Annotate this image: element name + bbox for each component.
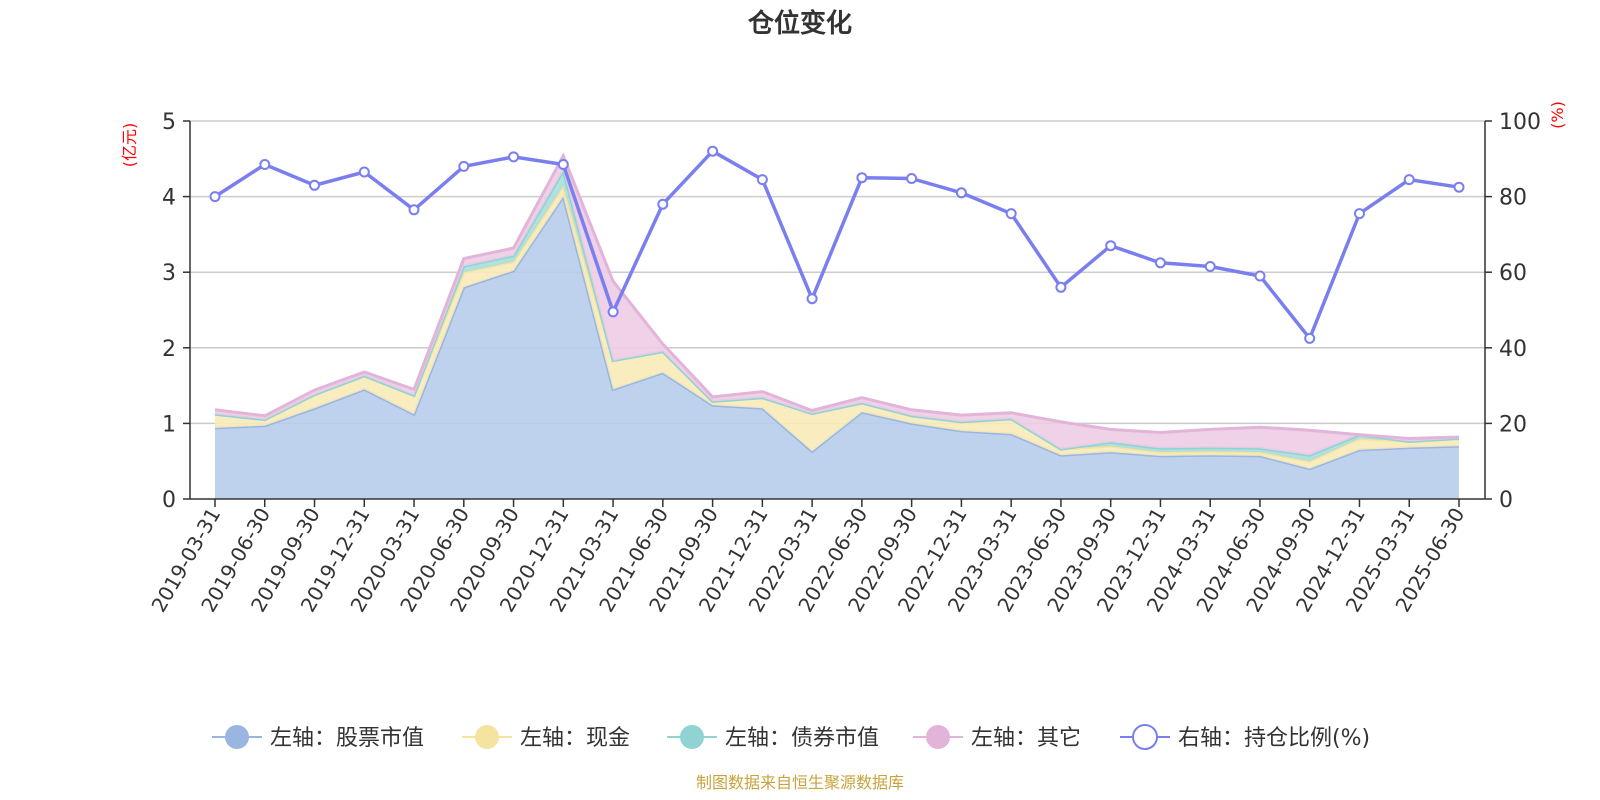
line-point xyxy=(607,306,619,318)
left-tick-label: 0 xyxy=(162,488,176,513)
y-axis-ticks: 0 1 2 3 4 5 0 20 40 60 80 100 xyxy=(162,110,1541,513)
x-axis-ticks: 2019-03-312019-06-302019-09-302019-12-31… xyxy=(146,504,1469,617)
line-point xyxy=(1453,181,1465,193)
area-左轴：股票市值 xyxy=(215,196,1459,499)
legend: 左轴：股票市值 左轴：现金 左轴：债券市值 左轴：其它 右轴：持仓比例(%) xyxy=(212,724,1370,751)
area-左轴：其它 xyxy=(215,155,1459,456)
right-tick-label: 40 xyxy=(1499,337,1527,362)
area-左轴：现金 xyxy=(215,186,1459,469)
line-point xyxy=(358,166,370,178)
legend-item[interactable]: 左轴：股票市值 xyxy=(212,725,424,751)
right-tick-label: 60 xyxy=(1499,261,1527,286)
axes xyxy=(183,120,1492,507)
legend-item[interactable]: 右轴：持仓比例(%) xyxy=(1120,724,1370,751)
line-point xyxy=(756,174,768,186)
line-point xyxy=(1403,174,1415,186)
legend-item[interactable]: 左轴：现金 xyxy=(462,725,630,751)
left-tick-label: 5 xyxy=(162,110,176,135)
line-point xyxy=(1055,281,1067,293)
stacked-areas xyxy=(214,152,1460,499)
legend-marker xyxy=(475,725,499,749)
area-edge-左轴：其它 xyxy=(214,152,1460,441)
right-tick-label: 80 xyxy=(1499,186,1527,211)
left-tick-label: 1 xyxy=(162,412,176,437)
left-tick-label: 2 xyxy=(162,337,176,362)
chart-title: 仓位变化 xyxy=(747,8,852,39)
right-tick-label: 0 xyxy=(1499,488,1513,513)
line-point xyxy=(856,172,868,184)
line-point xyxy=(1005,208,1017,220)
legend-label: 左轴：债券市值 xyxy=(725,726,879,751)
line-point xyxy=(1105,240,1117,252)
legend-item[interactable]: 左轴：其它 xyxy=(913,725,1081,751)
line-右轴：持仓比例(%) xyxy=(214,149,1460,341)
left-tick-label: 4 xyxy=(162,186,176,211)
legend-label: 左轴：其它 xyxy=(971,726,1081,751)
line-point xyxy=(1354,208,1365,220)
right-axis-unit: (%) xyxy=(1548,101,1567,129)
line-point xyxy=(508,151,520,163)
legend-marker xyxy=(225,725,249,749)
legend-marker xyxy=(1132,724,1158,750)
line-point xyxy=(209,191,221,203)
ratio-line xyxy=(209,145,1465,344)
line-point xyxy=(1154,257,1166,269)
line-point xyxy=(1304,332,1316,344)
line-point xyxy=(458,160,470,172)
line-point xyxy=(707,145,719,157)
legend-label: 左轴：股票市值 xyxy=(270,726,424,751)
legend-label: 左轴：现金 xyxy=(520,726,630,751)
line-point xyxy=(309,179,320,191)
line-point xyxy=(657,198,669,210)
line-point xyxy=(955,187,967,199)
source-note: 制图数据来自恒生聚源数据库 xyxy=(696,773,904,792)
line-point xyxy=(906,173,918,184)
legend-item[interactable]: 左轴：债券市值 xyxy=(667,725,879,751)
left-axis-unit: (亿元) xyxy=(120,123,139,168)
right-tick-label: 100 xyxy=(1499,110,1541,135)
line-point xyxy=(806,293,818,305)
grid-lines xyxy=(190,120,1485,425)
left-tick-label: 3 xyxy=(162,261,176,286)
line-point xyxy=(259,159,271,170)
legend-marker xyxy=(926,725,950,749)
line-point xyxy=(557,159,569,170)
line-point xyxy=(1204,261,1216,272)
line-point xyxy=(1254,270,1266,282)
line-point xyxy=(408,204,420,216)
right-tick-label: 20 xyxy=(1499,412,1527,437)
legend-label: 右轴：持仓比例(%) xyxy=(1178,726,1370,751)
legend-marker xyxy=(680,725,704,749)
